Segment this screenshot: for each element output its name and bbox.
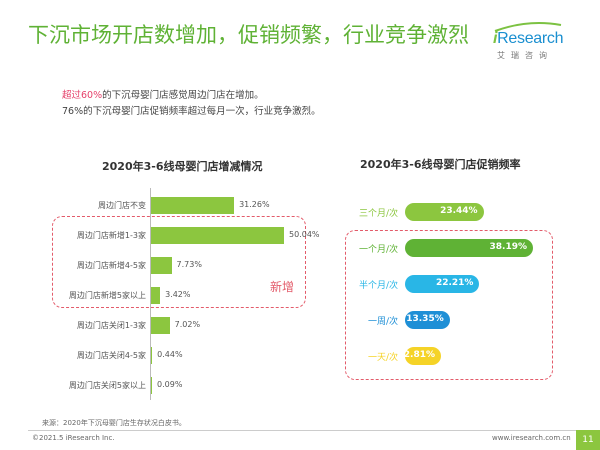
left-chart-title: 2020年3-6线母婴门店增减情况 [102, 160, 263, 173]
left-chart-axis [150, 188, 151, 400]
bar [151, 347, 153, 364]
bar [151, 317, 170, 334]
frequency-label: 一天/次 [367, 353, 398, 363]
frequency-highlight-box [345, 230, 553, 380]
intro-line2: 76%的下沉母婴门店促销频率超过每月一次，行业竞争激烈。 [62, 106, 321, 117]
intro-highlight: 超过60% [62, 90, 103, 101]
bar-label: 周边门店新增4-5家 [76, 261, 146, 270]
frequency-bar [405, 311, 450, 329]
website-text: www.iresearch.com.cn [492, 434, 571, 442]
right-chart-title: 2020年3-6线母婴门店促销频率 [360, 158, 521, 171]
frequency-bar [405, 239, 533, 257]
bar-value-label: 50.04% [289, 230, 320, 239]
bar-label: 周边门店新增1-3家 [76, 231, 146, 240]
footer-divider [28, 430, 576, 431]
new-stores-annotation: 新增 [270, 280, 295, 294]
copyright-text: ©2021.5 iResearch Inc. [32, 434, 115, 442]
bar-label: 周边门店关闭5家以上 [68, 381, 146, 390]
bar-label: 周边门店关闭1-3家 [76, 321, 146, 330]
logo-rest: Research [497, 30, 564, 47]
page-number: 11 [576, 430, 600, 450]
bar [151, 197, 235, 214]
bar-label: 周边门店新增5家以上 [68, 291, 146, 300]
bar-value-label: 31.26% [239, 200, 270, 209]
logo-swoosh-icon [494, 22, 562, 32]
logo-lead: i [493, 30, 498, 47]
intro-line1: 的下沉母婴门店感觉周边门店在增加。 [102, 90, 264, 101]
bar [151, 377, 152, 394]
frequency-value-label: 38.19% [489, 242, 528, 252]
new-stores-highlight-box [52, 216, 306, 308]
frequency-label: 一个月/次 [358, 245, 398, 255]
frequency-label: 三个月/次 [358, 209, 398, 219]
frequency-bar [405, 275, 480, 293]
bar [151, 287, 161, 304]
bar-label: 周边门店不变 [98, 201, 146, 210]
frequency-value-label: 2.81% [403, 350, 435, 360]
frequency-value-label: 23.44% [440, 206, 478, 216]
frequency-bar [405, 347, 441, 365]
intro-text: 超过60%的下沉母婴门店感觉周边门店在增加。 76%的下沉母婴门店促销频率超过每… [62, 88, 321, 120]
frequency-label: 半个月/次 [358, 281, 398, 291]
bar-label: 周边门店关闭4-5家 [76, 351, 146, 360]
frequency-value-label: 13.35% [406, 314, 444, 324]
frequency-bar [405, 203, 484, 221]
bar [151, 227, 284, 244]
source-note: 来源：2020年下沉母婴门店生存状况白皮书。 [42, 419, 186, 427]
bar-value-label: 3.42% [165, 290, 191, 299]
bar-value-label: 0.44% [157, 350, 183, 359]
frequency-value-label: 22.21% [435, 278, 474, 288]
logo-subtitle: 艾瑞咨询 [497, 51, 553, 60]
bar-value-label: 7.73% [176, 260, 202, 269]
frequency-label: 一周/次 [367, 317, 398, 327]
bar [151, 257, 172, 274]
page-title: 下沉市场开店数增加，促销频繁，行业竞争激烈 [28, 23, 469, 47]
bar-value-label: 0.09% [157, 380, 183, 389]
iresearch-logo: iResearch 艾瑞咨询 [493, 22, 573, 61]
bar-value-label: 7.02% [174, 320, 201, 329]
